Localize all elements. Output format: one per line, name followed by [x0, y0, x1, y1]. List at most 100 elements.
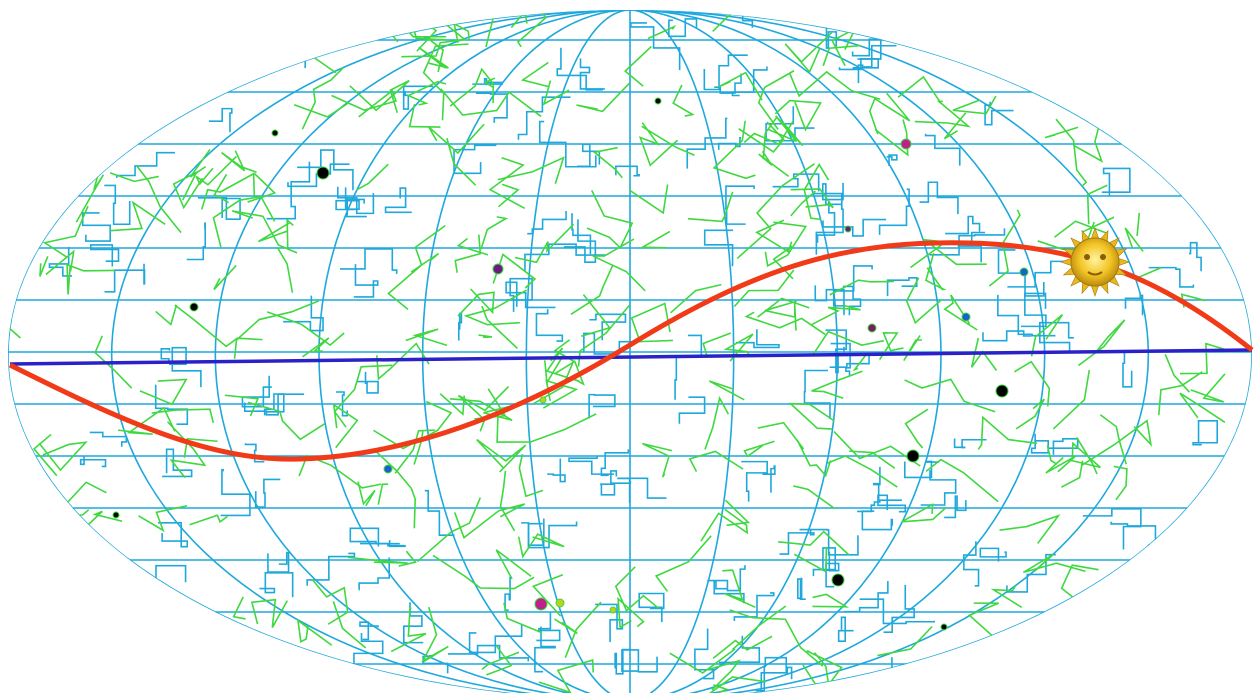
constellation-line — [690, 451, 743, 471]
constellation-line — [744, 441, 774, 456]
boundary — [404, 86, 433, 109]
constellation-line — [298, 621, 332, 646]
boundary — [964, 541, 979, 586]
boundary — [615, 650, 631, 674]
boundary — [547, 458, 565, 481]
constellation-line — [705, 398, 728, 449]
boundary — [944, 496, 966, 517]
constellation-line — [53, 511, 123, 559]
boundary — [386, 188, 412, 212]
constellation-line — [406, 329, 447, 345]
constellation-line — [429, 124, 484, 153]
boundary — [268, 553, 289, 572]
boundary — [888, 278, 917, 296]
boundary — [267, 162, 310, 219]
star — [907, 450, 919, 462]
constellation-line — [234, 597, 246, 619]
constellation-line — [673, 85, 692, 116]
boundary — [536, 309, 562, 341]
star — [868, 324, 876, 332]
constellation-line — [357, 164, 389, 190]
constellation-line — [714, 121, 755, 179]
constellation-line — [332, 91, 396, 117]
sun-disc — [1071, 238, 1119, 286]
constellation-line — [482, 306, 518, 348]
boundary — [618, 478, 666, 503]
boundary — [209, 109, 232, 133]
boundary — [580, 58, 604, 89]
constellation-line — [642, 444, 671, 477]
boundary — [679, 397, 704, 424]
star — [272, 130, 278, 136]
boundary — [83, 213, 110, 241]
constellation-line — [902, 504, 946, 521]
constellation-line — [414, 431, 423, 464]
constellation-line — [643, 231, 670, 247]
constellation-line — [190, 515, 228, 525]
constellation-line — [625, 46, 651, 86]
star — [384, 465, 392, 473]
star — [901, 139, 911, 149]
constellation-line — [870, 93, 910, 134]
boundary — [707, 565, 745, 590]
constellation-line — [830, 280, 894, 295]
boundary — [622, 650, 657, 672]
boundary — [611, 471, 630, 483]
boundary — [81, 456, 106, 467]
star — [535, 598, 547, 610]
constellation-line — [593, 239, 645, 291]
constellation-line — [498, 158, 564, 184]
constellation-line — [905, 379, 996, 411]
constellation-line — [703, 333, 731, 357]
constellation-line — [656, 536, 711, 591]
star — [317, 167, 329, 179]
constellation-line — [515, 224, 574, 262]
constellation-line — [554, 619, 577, 633]
constellation-line — [481, 217, 506, 250]
constellation-line — [466, 290, 527, 325]
constellation-line — [501, 471, 515, 531]
boundary — [741, 462, 767, 502]
constellation-line — [156, 305, 177, 325]
constellation-line — [523, 63, 549, 87]
constellation-line — [915, 101, 969, 126]
constellation-line — [1062, 565, 1099, 626]
boundary — [1111, 522, 1155, 545]
constellation-line — [458, 289, 494, 316]
constellation-line — [1191, 374, 1225, 402]
boundary — [104, 185, 129, 224]
constellation-line — [399, 551, 416, 566]
boundary — [187, 223, 205, 259]
constellation-line — [34, 434, 57, 475]
boundary — [340, 249, 397, 274]
constellation-line — [576, 83, 629, 111]
sun-ray — [1091, 286, 1098, 296]
constellation-line — [190, 149, 210, 176]
constellation-line — [828, 456, 898, 487]
constellation-line — [222, 151, 257, 173]
constellation-line — [793, 486, 835, 509]
constellation-line — [1137, 213, 1139, 236]
constellation-line — [410, 104, 441, 127]
sun-ray — [1061, 258, 1071, 265]
constellation-line — [140, 380, 186, 405]
boundary — [425, 491, 454, 536]
boundary — [726, 186, 754, 224]
boundary — [921, 470, 956, 505]
star — [610, 607, 616, 613]
sun-eye — [1084, 254, 1090, 260]
constellation-line — [267, 312, 344, 345]
constellation-line — [904, 335, 922, 360]
constellation-line — [48, 510, 89, 516]
star — [493, 264, 503, 274]
sky-map — [0, 0, 1258, 693]
constellation-line — [214, 265, 236, 289]
boundary — [631, 23, 680, 70]
constellation-line — [152, 409, 214, 423]
constellation-line — [812, 594, 846, 606]
boundary — [117, 153, 175, 178]
boundary — [1193, 421, 1217, 445]
constellation-line — [479, 335, 492, 337]
star — [832, 574, 844, 586]
boundary — [887, 155, 897, 166]
